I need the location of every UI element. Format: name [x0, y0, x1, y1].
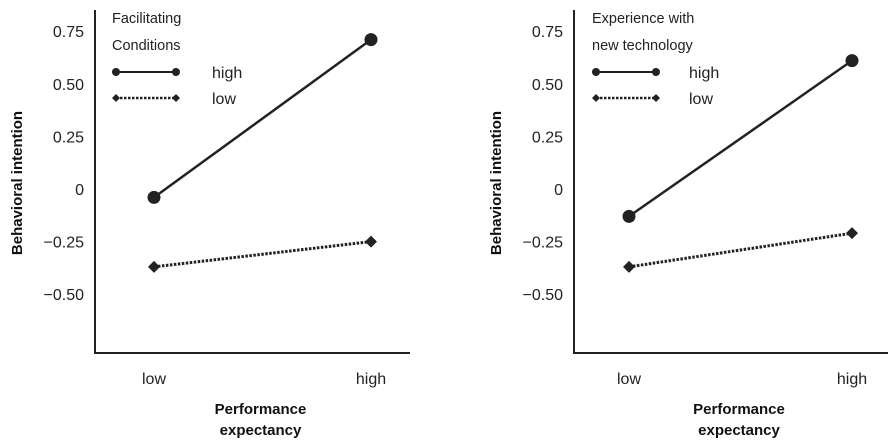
x-tick-label: high [837, 371, 867, 388]
y-tick-label: −0.50 [44, 287, 85, 304]
series-line-low [153, 240, 372, 269]
x-axis-label-line: Performance [215, 401, 307, 418]
x-tick-label: low [142, 371, 166, 388]
legend-marker-circle [172, 68, 180, 76]
y-tick-label: −0.50 [523, 287, 564, 304]
data-point-circle [845, 54, 859, 68]
y-tick-label: 0 [75, 182, 84, 199]
legend-marker-circle [112, 68, 120, 76]
legend-label: high [212, 65, 242, 82]
legend-marker-circle [652, 68, 660, 76]
legend-marker-circle [592, 68, 600, 76]
legend-title-line: Conditions [112, 38, 181, 54]
y-axis-label: Behavioral intention [488, 111, 505, 255]
y-tick-label: 0 [554, 182, 563, 199]
x-axis-label-line: Performance [693, 401, 785, 418]
y-tick-label: 0.75 [53, 24, 84, 41]
legend-title-line: new technology [592, 38, 694, 54]
data-point-diamond [846, 227, 858, 240]
y-tick-label: 0.50 [53, 77, 84, 94]
data-point-diamond [365, 235, 377, 248]
legend-label: high [689, 65, 719, 82]
y-tick-label: 0.75 [532, 24, 563, 41]
series-line-high [628, 59, 853, 218]
y-tick-label: 0.25 [532, 129, 563, 146]
y-tick-label: −0.25 [523, 235, 564, 252]
legend-marker-diamond [592, 94, 600, 102]
y-axis-label: Behavioral intention [9, 111, 26, 255]
legend-label: low [689, 91, 713, 108]
x-axis-label-line: expectancy [220, 422, 302, 439]
legend-title-line: Experience with [592, 11, 694, 27]
series-line-low [628, 231, 853, 269]
y-tick-label: −0.25 [44, 235, 85, 252]
series-line-high [153, 38, 372, 199]
data-point-diamond [623, 260, 635, 273]
legend-marker-diamond [652, 94, 660, 102]
y-tick-label: 0.50 [532, 77, 563, 94]
data-point-circle [147, 190, 161, 204]
data-point-circle [364, 33, 378, 47]
legend-title-line: Facilitating [112, 11, 181, 27]
data-point-diamond [148, 260, 160, 273]
legend-marker-diamond [112, 94, 120, 102]
data-point-circle [622, 209, 636, 223]
x-tick-label: high [356, 371, 386, 388]
legend-marker-diamond [172, 94, 180, 102]
x-tick-label: low [617, 371, 641, 388]
y-tick-label: 0.25 [53, 129, 84, 146]
x-axis-label-line: expectancy [698, 422, 780, 439]
legend-label: low [212, 91, 236, 108]
